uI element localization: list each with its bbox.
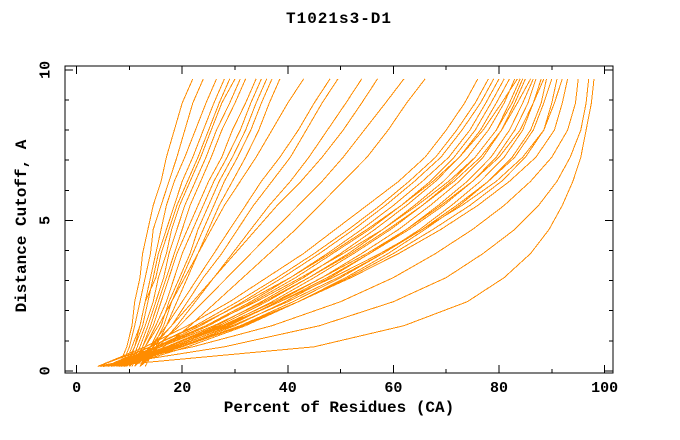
model-curve xyxy=(129,78,305,367)
model-curve xyxy=(108,78,532,367)
model-curve xyxy=(131,78,257,367)
y-tick-label: 10 xyxy=(38,61,55,79)
model-curve xyxy=(105,78,524,367)
model-curve xyxy=(108,78,495,367)
model-curve xyxy=(134,78,331,367)
y-axis-label: Distance Cutoff, A xyxy=(13,139,31,313)
x-tick-label: 80 xyxy=(490,380,508,397)
x-tick-label: 0 xyxy=(72,380,81,397)
model-curve xyxy=(139,78,363,367)
model-curve xyxy=(139,78,426,367)
x-axis-label: Percent of Residues (CA) xyxy=(223,399,455,417)
x-tick-label: 100 xyxy=(591,380,618,397)
x-tick-label: 60 xyxy=(384,380,402,397)
model-curve xyxy=(123,78,547,367)
model-curve xyxy=(134,78,262,367)
chart-title: T1021s3-D1 xyxy=(285,10,392,28)
model-curve xyxy=(134,78,247,367)
model-curve xyxy=(128,78,236,367)
model-curve xyxy=(105,78,489,367)
model-curve xyxy=(134,78,405,367)
model-curve xyxy=(128,78,241,367)
model-curve xyxy=(118,78,194,367)
model-curve xyxy=(139,78,268,367)
x-tick-label: 40 xyxy=(279,380,297,397)
model-curve xyxy=(126,78,231,367)
model-curve xyxy=(116,78,569,367)
model-curve xyxy=(139,78,273,367)
model-curve xyxy=(97,78,579,367)
model-curve xyxy=(123,78,225,367)
model-curve xyxy=(97,78,518,367)
y-tick-label: 5 xyxy=(38,216,55,225)
model-curve xyxy=(108,78,563,367)
model-curve xyxy=(102,78,595,367)
model-curve xyxy=(108,78,500,367)
model-curve xyxy=(118,78,526,367)
plot-border xyxy=(64,65,614,374)
model-curve xyxy=(110,78,545,367)
model-curve xyxy=(110,78,505,367)
model-curve xyxy=(113,78,537,367)
axes xyxy=(64,65,614,374)
y-tick-label: 0 xyxy=(38,366,55,375)
model-curves xyxy=(97,78,595,367)
model-curve xyxy=(97,78,479,367)
model-curve xyxy=(129,78,378,367)
model-curve xyxy=(121,78,204,367)
model-curve xyxy=(113,78,510,367)
model-curve xyxy=(100,78,590,367)
x-tick-label: 20 xyxy=(173,380,191,397)
tick-labels: 0 20 40 60 80 100 0 5 10 xyxy=(38,61,619,397)
